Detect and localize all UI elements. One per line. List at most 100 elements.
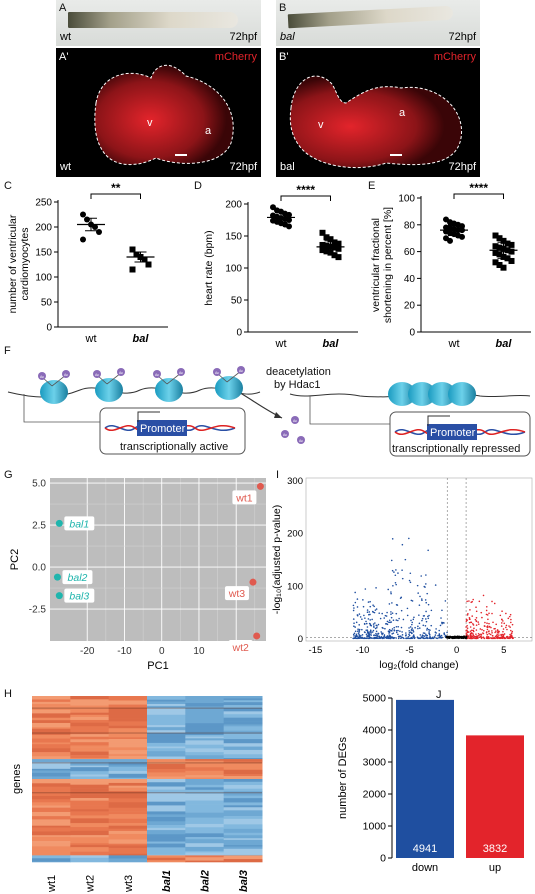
volcano-point-down bbox=[366, 631, 369, 634]
volcano-point-down bbox=[354, 591, 356, 594]
volcano-point-down bbox=[373, 634, 375, 636]
volcano-point-down bbox=[441, 621, 443, 624]
heatmap-cell bbox=[32, 835, 71, 838]
heatmap-cell bbox=[147, 786, 186, 790]
acetyl-label: Ac bbox=[64, 373, 68, 377]
heatmap-cell bbox=[147, 707, 186, 712]
y-tick-label: 2000 bbox=[363, 789, 387, 801]
bar bbox=[396, 699, 454, 858]
y-tick-label: 0 bbox=[298, 634, 303, 645]
heatmap-cell bbox=[223, 769, 263, 775]
panel-letter-d: D bbox=[194, 180, 202, 192]
volcano-point-down bbox=[370, 634, 372, 636]
volcano-point-down bbox=[363, 614, 365, 617]
volcano-point-up bbox=[470, 637, 472, 640]
volcano-point-down bbox=[390, 559, 393, 562]
panel-b-prime: mCherry v a bal 72hpf bbox=[276, 48, 480, 177]
volcano-point-down bbox=[381, 637, 384, 640]
y-tick-label: 50 bbox=[41, 298, 53, 309]
heatmap-cell bbox=[185, 755, 225, 759]
y-tick-label: 3000 bbox=[363, 757, 387, 769]
volcano-point-down bbox=[404, 558, 407, 561]
volcano-point-down bbox=[440, 634, 443, 637]
volcano-point-down bbox=[421, 599, 423, 602]
volcano-point-down bbox=[369, 623, 372, 625]
heatmap-cell bbox=[70, 788, 110, 793]
x-category-label: bal bbox=[323, 338, 340, 350]
volcano-point-ns bbox=[447, 636, 450, 639]
nucleosome-condensed bbox=[388, 382, 416, 406]
volcano-point-down bbox=[383, 634, 386, 636]
volcano-point-up bbox=[468, 600, 470, 602]
y-tick-label: 200 bbox=[35, 223, 52, 234]
point-label: bal1 bbox=[69, 518, 89, 530]
volcano-point-down bbox=[368, 611, 371, 613]
heatmap-cell bbox=[70, 716, 110, 721]
heatmap-cell bbox=[32, 795, 71, 800]
volcano-point-down bbox=[375, 637, 377, 640]
heatmap-cell bbox=[70, 821, 110, 824]
heatmap-cell bbox=[223, 853, 263, 856]
heatmap-cell bbox=[108, 725, 148, 729]
heatmap-cell bbox=[32, 744, 71, 749]
heatmap-cell bbox=[223, 816, 263, 820]
volcano-point-up bbox=[472, 623, 474, 625]
volcano-point-down bbox=[429, 629, 431, 631]
heatmap-cell bbox=[223, 805, 263, 808]
volcano-point-up bbox=[469, 630, 472, 632]
volcano-point-down bbox=[374, 622, 376, 624]
heatmap-cell bbox=[147, 725, 186, 728]
heatmap-cell bbox=[147, 756, 186, 760]
heatmap-cell bbox=[32, 807, 71, 813]
heatmap-cell bbox=[32, 722, 71, 726]
volcano-point-down bbox=[418, 627, 421, 629]
data-point bbox=[492, 232, 499, 239]
volcano-point-down bbox=[366, 630, 369, 633]
heatmap-cell bbox=[147, 740, 186, 744]
volcano-point-up bbox=[509, 626, 511, 628]
panel-b-prime-ventricle-label: v bbox=[318, 119, 324, 131]
y-tick-label: 300 bbox=[287, 476, 303, 487]
heatmap-dark-row bbox=[32, 762, 262, 764]
plot-frame bbox=[305, 477, 533, 642]
heatmap-cell bbox=[108, 718, 148, 722]
heatmap-cell bbox=[32, 752, 71, 757]
volcano-point-down bbox=[428, 637, 431, 639]
volcano-point-up bbox=[488, 632, 490, 635]
volcano-point-down bbox=[423, 615, 426, 617]
volcano-point-down bbox=[426, 629, 428, 631]
volcano-point-down bbox=[436, 637, 439, 640]
volcano-point-down bbox=[421, 637, 424, 639]
heatmap-cell bbox=[108, 775, 148, 779]
volcano-point-up bbox=[484, 625, 486, 627]
volcano-point-ns bbox=[452, 636, 454, 639]
heatmap-cell bbox=[32, 816, 71, 820]
volcano-point-down bbox=[440, 617, 442, 619]
x-tick-label: -15 bbox=[309, 645, 323, 656]
volcano-point-ns bbox=[454, 635, 457, 638]
heatmap-cell bbox=[223, 726, 263, 732]
x-tick-label: -5 bbox=[405, 645, 413, 656]
volcano-point-down bbox=[377, 637, 380, 640]
heatmap-column-label: bal3 bbox=[238, 870, 250, 892]
volcano-point-up bbox=[496, 629, 499, 632]
heatmap-cell bbox=[108, 700, 148, 705]
y-tick-label: 100 bbox=[398, 194, 415, 205]
panel-a-prime-genotype: wt bbox=[60, 161, 71, 173]
volcano-point-down bbox=[420, 636, 423, 638]
volcano-point-up bbox=[473, 637, 475, 640]
volcano-point-down bbox=[411, 621, 414, 624]
significance-bracket bbox=[453, 193, 504, 199]
volcano-point-down bbox=[409, 581, 412, 584]
panel-letter-h: H bbox=[4, 688, 12, 700]
point-label-box bbox=[64, 588, 95, 603]
heatmap-cell bbox=[32, 713, 71, 719]
heatmap-cell bbox=[108, 752, 148, 755]
volcano-point-down bbox=[424, 599, 427, 601]
volcano-point-down bbox=[372, 604, 374, 606]
volcano-point-down bbox=[401, 543, 404, 546]
heatmap-cell bbox=[70, 847, 110, 852]
y-axis-label: ventricular fractionalshortening in perc… bbox=[370, 207, 394, 323]
heatmap-dark-row bbox=[32, 732, 262, 734]
volcano-point-up bbox=[473, 627, 475, 630]
